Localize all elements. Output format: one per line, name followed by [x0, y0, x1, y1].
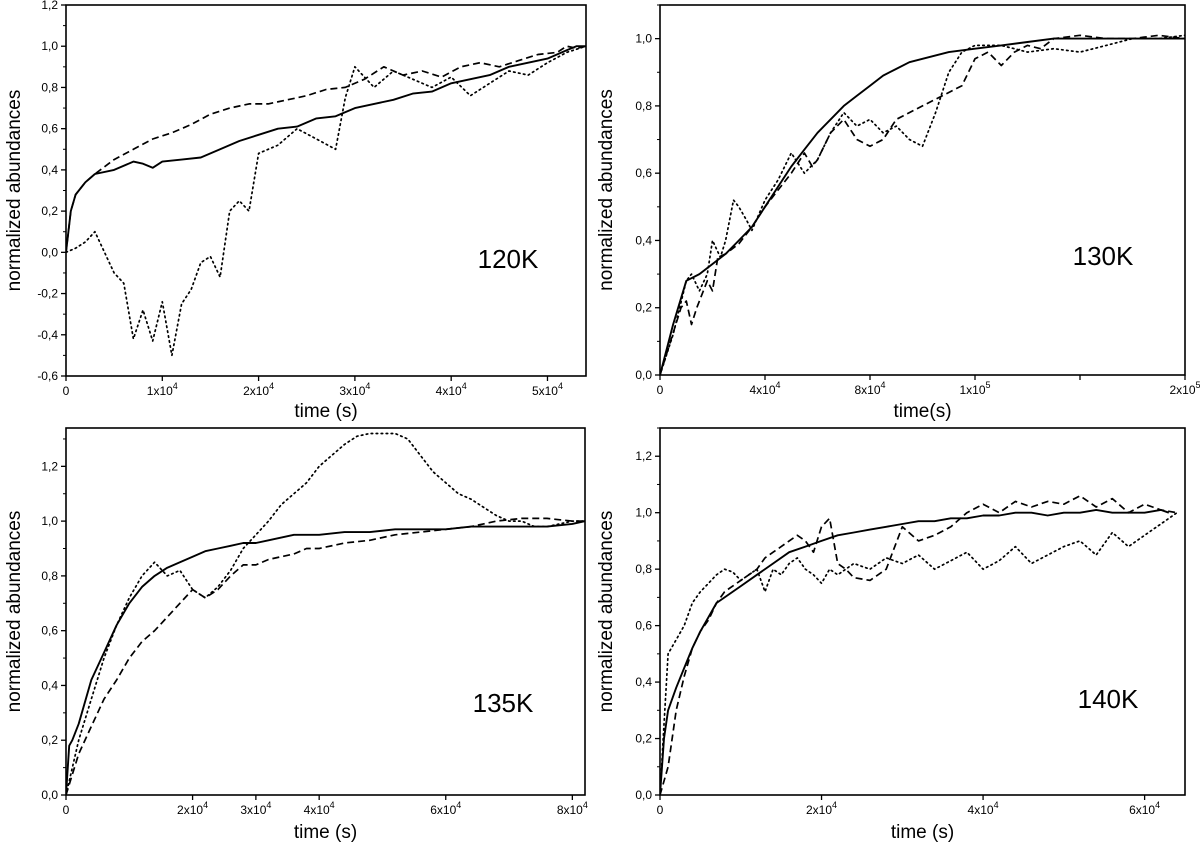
y-tick-label: 0,8: [41, 569, 58, 583]
x-tick-label: 2x104: [177, 800, 208, 817]
x-tick-label: 2x105: [1169, 380, 1200, 397]
x-tick-label: 0: [657, 383, 664, 397]
plot-frame: [65, 427, 586, 796]
x-tick-label: 0: [657, 803, 664, 817]
x-axis-title: time(s): [893, 401, 951, 422]
y-tick-label: 0,6: [41, 122, 58, 136]
series-dashed-135K: [66, 517, 585, 795]
temperature-label: 130K: [1073, 241, 1134, 271]
y-tick-label: 0,4: [41, 163, 58, 177]
y-tick-label: 1,2: [41, 0, 58, 12]
y-tick-label: 1,2: [41, 459, 58, 473]
x-tick-label: 6x104: [430, 800, 461, 817]
x-tick-label: 3x104: [339, 381, 370, 398]
x-tick-label: 8x104: [854, 380, 885, 397]
y-tick-label: 1,0: [41, 39, 58, 53]
y-tick-label: 0,2: [635, 732, 652, 746]
panel-130K: 0,0 0,2 0,4 0,6 0,8 1,0 0 4x104 8x104 1x105 2x105 t…: [596, 4, 1200, 422]
x-tick-label: 5x104: [532, 381, 563, 398]
y-tick-label: 0,4: [635, 233, 652, 247]
panel-140K: 0,0 0,2 0,4 0,6 0,8 1,0 1,2 0 2x104 4x104 6x104 tim…: [596, 427, 1186, 843]
temperature-label: 120K: [478, 244, 539, 274]
y-tick-label: 0,6: [635, 619, 652, 633]
temperature-label: 140K: [1078, 684, 1139, 714]
y-axis-title: normalized abundances: [4, 511, 25, 713]
x-tick-label: 4x104: [304, 800, 335, 817]
y-tick-label: 1,2: [635, 449, 652, 463]
y-tick-label: 0,0: [41, 788, 58, 802]
y-tick-label: 1,0: [41, 514, 58, 528]
x-tick-label: 0: [63, 803, 70, 817]
series-dotted-140K: [660, 511, 1178, 795]
y-tick-label: 0,2: [635, 301, 652, 315]
y-tick-label: 0,4: [41, 678, 58, 692]
x-tick-label: 2x104: [806, 800, 837, 817]
y-tick-label: 0,0: [635, 788, 652, 802]
y-tick-label: 0,4: [635, 675, 652, 689]
y-tick-label: 0,0: [41, 245, 58, 259]
x-tick-label: 4x104: [968, 800, 999, 817]
x-tick-label: 0: [63, 384, 70, 398]
x-tick-label: 8x104: [557, 800, 588, 817]
series-solid-130K: [660, 37, 1185, 375]
series-dotted-120K: [66, 45, 586, 357]
x-tick-label: 4x104: [436, 381, 467, 398]
y-tick-label: -0,2: [37, 287, 58, 301]
x-tick-label: 4x104: [749, 380, 780, 397]
panel-120K: -0,6 -0,4 -0,2 0,0 0,2 0,4 0,6 0,8 1,0 1,2 0 1x104 2…: [4, 0, 587, 422]
y-tick-label: -0,6: [37, 369, 58, 383]
x-axis-title: time (s): [294, 401, 357, 422]
y-tick-label: 0,8: [635, 99, 652, 113]
series-dashed-130K: [660, 34, 1185, 375]
y-axis-title: normalized abundances: [596, 511, 617, 713]
y-axis-title: normalized abundances: [596, 89, 617, 291]
series-dotted-135K: [66, 432, 585, 795]
x-tick-label: 6x104: [1129, 800, 1160, 817]
x-tick-label: 1x104: [147, 381, 178, 398]
panel-135K: 0,0 0,2 0,4 0,6 0,8 1,0 1,2 0 2x104 3x104 4x104 6x1…: [4, 427, 588, 843]
y-tick-label: 0,0: [635, 368, 652, 382]
y-tick-label: 1,0: [635, 506, 652, 520]
x-tick-label: 2x104: [243, 381, 274, 398]
x-axis-title: time (s): [294, 822, 357, 843]
temperature-label: 135K: [473, 688, 534, 718]
y-tick-label: 0,6: [635, 166, 652, 180]
series-dashed-120K: [66, 45, 586, 253]
y-tick-label: 1,0: [635, 32, 652, 46]
plot-frame: [659, 427, 1186, 796]
x-axis-title: time (s): [891, 822, 954, 843]
y-tick-label: 0,6: [41, 624, 58, 638]
x-tick-label: 3x104: [240, 800, 271, 817]
y-tick-label: 0,2: [41, 204, 58, 218]
y-tick-label: 0,8: [41, 80, 58, 94]
plot-frame: [659, 4, 1186, 376]
x-tick-label: 1x105: [959, 380, 990, 397]
series-solid-140K: [660, 508, 1170, 795]
plot-frame: [65, 4, 587, 377]
y-axis-title: normalized abundances: [4, 90, 25, 292]
y-tick-label: -0,4: [37, 328, 58, 342]
series-solid-120K: [66, 45, 586, 253]
series-dashed-140K: [660, 494, 1178, 795]
series-dotted-130K: [660, 34, 1185, 375]
y-tick-label: 0,2: [41, 733, 58, 747]
y-tick-label: 0,8: [635, 562, 652, 576]
series-solid-135K: [66, 520, 585, 795]
